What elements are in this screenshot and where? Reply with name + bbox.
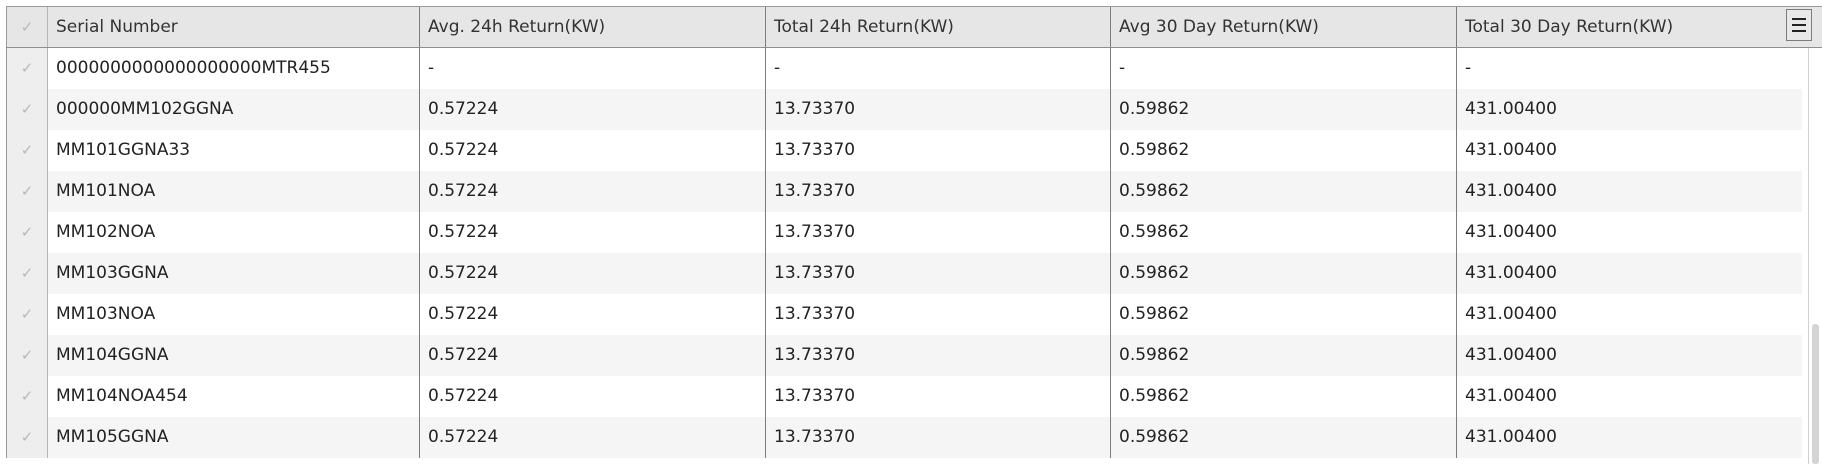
cell-total-30day-return: 431.00400: [1465, 181, 1557, 201]
table-row[interactable]: ✓ MM105GGNA 0.57224 13.73370 0.59862 431.0040…: [6, 417, 1802, 458]
row-select-checkbox[interactable]: ✓: [6, 130, 48, 171]
cell-total-24h-return: 13.73370: [766, 130, 1111, 171]
cell-avg-24h-return: 0.57224: [420, 212, 766, 253]
cell-avg-30day-return: 0.59862: [1111, 89, 1457, 130]
cell-avg-30day-return: 0.59862: [1111, 376, 1457, 417]
cell-avg-24h-return: 0.57224: [420, 417, 766, 458]
row-select-checkbox[interactable]: ✓: [6, 294, 48, 335]
column-header-avg-24h-return[interactable]: Avg. 24h Return(KW): [420, 7, 766, 47]
hamburger-menu-icon-bar: [1792, 24, 1806, 26]
table-row[interactable]: ✓ 0000000000000000000MTR455- - - -: [6, 48, 1802, 89]
row-select-checkbox[interactable]: ✓: [6, 376, 48, 417]
checkmark-icon: ✓: [20, 141, 34, 159]
select-all-checkbox[interactable]: ✓: [6, 7, 48, 47]
row-select-checkbox[interactable]: ✓: [6, 212, 48, 253]
row-select-checkbox[interactable]: ✓: [6, 171, 48, 212]
checkmark-icon: ✓: [20, 264, 34, 282]
cell-serial-number: MM102NOA: [48, 212, 420, 253]
table-row[interactable]: ✓ MM102NOA 0.57224 13.73370 0.59862 431.00400: [6, 212, 1802, 253]
checkmark-icon: ✓: [20, 305, 34, 323]
cell-total-30day-return: 431.00400: [1465, 263, 1557, 283]
checkmark-icon: ✓: [20, 18, 34, 36]
column-header-serial-number[interactable]: Serial Number: [48, 7, 420, 47]
row-select-checkbox[interactable]: ✓: [6, 89, 48, 130]
cell-total-30day-return: 431.00400: [1465, 304, 1557, 324]
table-row[interactable]: ✓ MM104GGNA 0.57224 13.73370 0.59862 431.0040…: [6, 335, 1802, 376]
cell-avg-30day-return: 0.59862: [1111, 417, 1457, 458]
cell-avg-30day-return: 0.59862: [1111, 253, 1457, 294]
cell-avg-24h-return: -: [420, 48, 766, 89]
cell-serial-number: MM103GGNA: [48, 253, 420, 294]
table-row[interactable]: ✓ MM101NOA 0.57224 13.73370 0.59862 431.00400: [6, 171, 1802, 212]
cell-total-30day-return: -: [1465, 58, 1472, 78]
cell-serial-number: 0000000000000000000MTR455: [48, 48, 420, 89]
cell-total-30day-return: 431.00400: [1465, 386, 1557, 406]
cell-total-30day-return: 431.00400: [1465, 140, 1557, 160]
row-select-checkbox[interactable]: ✓: [6, 335, 48, 376]
checkmark-icon: ✓: [20, 223, 34, 241]
checkmark-icon: ✓: [20, 346, 34, 364]
table-row[interactable]: ✓ MM101GGNA33 0.57224 13.73370 0.59862 431.00…: [6, 130, 1802, 171]
row-select-checkbox[interactable]: ✓: [6, 48, 48, 89]
cell-serial-number: 000000MM102GGNA: [48, 89, 420, 130]
cell-total-24h-return: 13.73370: [766, 253, 1111, 294]
column-header-avg-30day-return[interactable]: Avg 30 Day Return(KW): [1111, 7, 1457, 47]
cell-serial-number: MM104NOA454: [48, 376, 420, 417]
cell-avg-30day-return: 0.59862: [1111, 171, 1457, 212]
cell-serial-number: MM101NOA: [48, 171, 420, 212]
cell-serial-number: MM104GGNA: [48, 335, 420, 376]
cell-avg-24h-return: 0.57224: [420, 89, 766, 130]
scrollbar-thumb[interactable]: [1812, 324, 1819, 464]
table-row[interactable]: ✓ 000000MM102GGNA 0.57224 13.73370 0.59862 43…: [6, 89, 1802, 130]
cell-avg-24h-return: 0.57224: [420, 253, 766, 294]
checkmark-icon: ✓: [20, 182, 34, 200]
cell-serial-number: MM101GGNA33: [48, 130, 420, 171]
column-menu-button[interactable]: [1786, 9, 1812, 41]
cell-total-30day-return: 431.00400: [1465, 99, 1557, 119]
cell-total-30day-return: 431.00400: [1465, 345, 1557, 365]
cell-avg-24h-return: 0.57224: [420, 171, 766, 212]
cell-total-24h-return: 13.73370: [766, 171, 1111, 212]
checkmark-icon: ✓: [20, 100, 34, 118]
grid-body: ✓ 0000000000000000000MTR455- - - - ✓ 000000MM1…: [6, 48, 1802, 464]
checkmark-icon: ✓: [20, 428, 34, 446]
cell-avg-30day-return: 0.59862: [1111, 335, 1457, 376]
cell-avg-30day-return: -: [1111, 48, 1457, 89]
cell-total-24h-return: 13.73370: [766, 212, 1111, 253]
cell-total-30day-return: 431.00400: [1465, 427, 1557, 447]
cell-avg-24h-return: 0.57224: [420, 294, 766, 335]
cell-total-24h-return: 13.73370: [766, 294, 1111, 335]
cell-total-24h-return: 13.73370: [766, 376, 1111, 417]
table-row[interactable]: ✓ MM103GGNA 0.57224 13.73370 0.59862 431.0040…: [6, 253, 1802, 294]
row-select-checkbox[interactable]: ✓: [6, 417, 48, 458]
cell-total-24h-return: 13.73370: [766, 417, 1111, 458]
column-header-total-24h-return[interactable]: Total 24h Return(KW): [766, 7, 1111, 47]
cell-avg-24h-return: 0.57224: [420, 376, 766, 417]
table-row[interactable]: ✓ MM103NOA 0.57224 13.73370 0.59862 431.00400: [6, 294, 1802, 335]
vertical-scrollbar[interactable]: [1808, 48, 1822, 464]
cell-total-30day-return: 431.00400: [1465, 222, 1557, 242]
cell-avg-24h-return: 0.57224: [420, 335, 766, 376]
cell-avg-30day-return: 0.59862: [1111, 212, 1457, 253]
cell-serial-number: MM103NOA: [48, 294, 420, 335]
hamburger-menu-icon: [1792, 18, 1806, 20]
cell-avg-30day-return: 0.59862: [1111, 294, 1457, 335]
table-row[interactable]: ✓ MM104NOA454 0.57224 13.73370 0.59862 431.00…: [6, 376, 1802, 417]
grid-header: ✓ Serial Number Avg. 24h Return(KW) Tota…: [6, 6, 1822, 48]
cell-total-24h-return: 13.73370: [766, 335, 1111, 376]
row-select-checkbox[interactable]: ✓: [6, 253, 48, 294]
cell-avg-24h-return: 0.57224: [420, 130, 766, 171]
cell-total-24h-return: -: [766, 48, 1111, 89]
cell-serial-number: MM105GGNA: [48, 417, 420, 458]
cell-avg-30day-return: 0.59862: [1111, 130, 1457, 171]
cell-total-24h-return: 13.73370: [766, 89, 1111, 130]
checkmark-icon: ✓: [20, 387, 34, 405]
checkmark-icon: ✓: [20, 59, 34, 77]
column-header-total-30day-return[interactable]: Total 30 Day Return(KW): [1465, 17, 1674, 37]
hamburger-menu-icon-bar: [1792, 30, 1806, 32]
